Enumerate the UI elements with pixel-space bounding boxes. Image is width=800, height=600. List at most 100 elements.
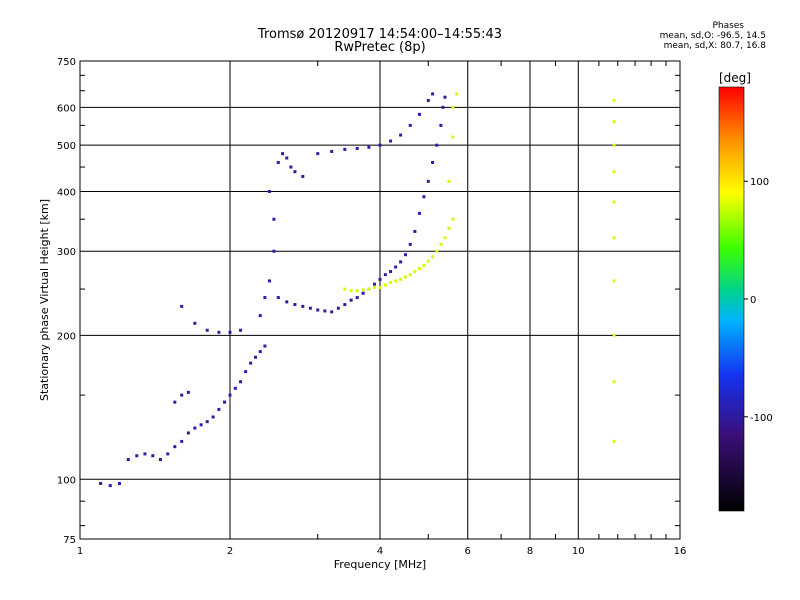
data-point <box>394 279 398 283</box>
data-point <box>426 179 430 183</box>
grid-lines <box>80 61 680 539</box>
data-point <box>193 321 197 325</box>
data-point <box>408 123 412 127</box>
y-tick-label: 75 <box>63 535 76 546</box>
data-point <box>389 270 393 274</box>
x-tick-label: 10 <box>572 546 585 557</box>
data-point <box>276 296 280 300</box>
data-point <box>223 400 227 404</box>
data-point <box>349 298 353 302</box>
data-point <box>330 310 334 314</box>
data-point <box>267 279 271 283</box>
colorbar-tick-label: 100 <box>750 177 769 188</box>
data-point <box>455 92 459 96</box>
data-point <box>293 170 297 174</box>
x-tick-label: 4 <box>377 546 383 557</box>
data-point <box>180 304 184 308</box>
x-tick-label: 8 <box>527 546 533 557</box>
data-point <box>117 481 121 485</box>
data-point <box>451 135 455 139</box>
data-point <box>413 270 417 274</box>
data-point <box>281 152 285 156</box>
data-point <box>272 249 276 253</box>
data-point <box>355 289 359 293</box>
data-point <box>343 287 347 291</box>
data-point <box>378 143 382 147</box>
data-point <box>285 300 289 304</box>
data-point <box>285 156 289 160</box>
colorbar-tick-label: 0 <box>750 295 756 306</box>
data-point <box>186 431 190 435</box>
data-point <box>367 287 371 291</box>
data-point <box>151 454 155 458</box>
y-tick-label: 600 <box>57 103 76 114</box>
data-point <box>612 170 616 174</box>
data-point <box>233 386 237 390</box>
data-point <box>361 291 365 295</box>
data-point <box>431 92 435 96</box>
data-point <box>258 314 262 318</box>
phases-legend: Phases mean, sd,O: -96.5, 14.5 mean, sd,… <box>660 21 766 51</box>
data-point <box>293 303 297 307</box>
data-point <box>330 149 334 153</box>
data-point <box>403 275 407 279</box>
data-point <box>373 282 377 286</box>
phases-heading: Phases <box>712 21 744 31</box>
data-point <box>228 393 232 397</box>
data-point <box>383 273 387 277</box>
data-point <box>383 283 387 287</box>
y-tick-label: 750 <box>57 57 76 68</box>
data-point <box>389 281 393 285</box>
x-tick-label: 6 <box>465 546 471 557</box>
data-point <box>239 380 243 384</box>
y-axis-label: Stationary phase Virtual Height [km] <box>38 199 51 401</box>
data-point <box>439 123 443 127</box>
data-point <box>447 179 451 183</box>
data-point <box>417 112 421 116</box>
data-point <box>355 147 359 151</box>
data-point <box>612 439 616 443</box>
data-point <box>443 95 447 99</box>
x-axis-ticks: 1 2 4 6 8 10 16 <box>77 61 687 557</box>
data-point <box>403 253 407 257</box>
data-point <box>378 285 382 289</box>
data-point <box>180 393 184 397</box>
y-tick-label: 400 <box>57 187 76 198</box>
data-point <box>249 361 253 365</box>
y-tick-label: 100 <box>57 475 76 486</box>
data-point <box>186 390 190 394</box>
x-tick-label: 1 <box>77 546 83 557</box>
data-point <box>612 200 616 204</box>
data-point <box>166 452 170 456</box>
data-point <box>199 423 203 427</box>
data-point <box>435 143 439 147</box>
data-point <box>426 259 430 263</box>
data-point <box>211 415 215 419</box>
data-point <box>239 328 243 332</box>
data-point <box>267 189 271 193</box>
data-point <box>417 267 421 271</box>
data-point <box>408 273 412 277</box>
data-point <box>422 195 426 199</box>
data-point <box>343 147 347 151</box>
x-tick-label: 16 <box>674 546 687 557</box>
data-point <box>367 145 371 149</box>
data-point <box>426 99 430 103</box>
data-point <box>443 236 447 240</box>
data-point <box>217 407 221 411</box>
colorbar <box>718 86 745 512</box>
data-point <box>308 306 312 310</box>
data-point <box>441 105 445 109</box>
data-point <box>612 279 616 283</box>
data-point <box>394 265 398 269</box>
chart-title: Tromsø 20120917 14:54:00–14:55:43 <box>257 27 503 42</box>
data-point <box>612 120 616 124</box>
y-tick-label: 300 <box>57 247 76 258</box>
data-point <box>316 308 320 312</box>
y-tick-label: 500 <box>57 141 76 152</box>
data-point <box>422 264 426 268</box>
data-point <box>417 211 421 215</box>
data-point <box>228 330 232 334</box>
data-point <box>343 303 347 307</box>
